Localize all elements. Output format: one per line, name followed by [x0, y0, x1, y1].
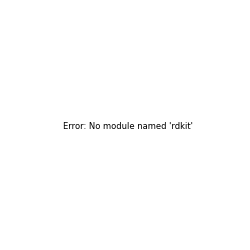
- Text: Error: No module named 'rdkit': Error: No module named 'rdkit': [63, 122, 193, 131]
